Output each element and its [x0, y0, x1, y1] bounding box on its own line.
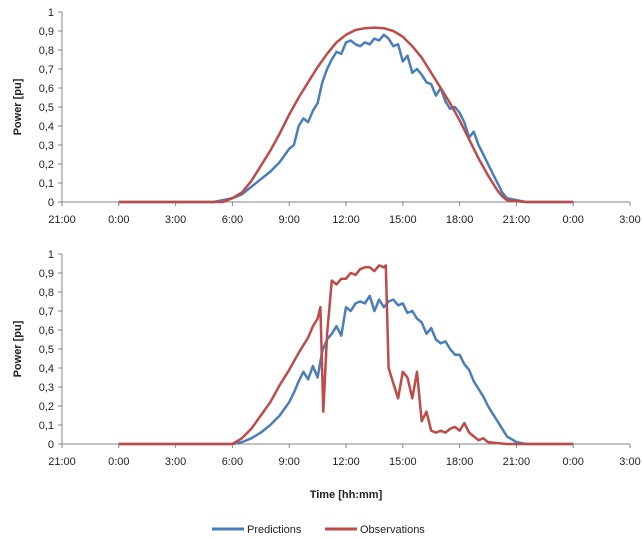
y-tick-label: 0,4 [39, 363, 54, 375]
y-tick-label: 0,6 [39, 83, 54, 95]
y-tick-label: 0,3 [39, 382, 54, 394]
series-line-predictions [118, 33, 574, 204]
y-tick-label: 0,1 [39, 178, 54, 190]
x-tick-label: 0:00 [108, 214, 129, 226]
x-tick-label: 9:00 [278, 456, 299, 468]
x-tick-label: 9:00 [278, 214, 299, 226]
x-tick-label: 6:00 [222, 214, 243, 226]
top-chart-panel: 0 0,1 0,2 0,3 0,4 0,5 0,6 0,7 0,8 0,9 1 21:00 0:00 3:… [12, 7, 641, 226]
x-tick-label: 18:00 [446, 214, 474, 226]
y-tick-label: 0,1 [39, 420, 54, 432]
x-tick-label: 0:00 [562, 214, 583, 226]
x-tick-label: 0:00 [562, 456, 583, 468]
y-tick-label: 0,8 [39, 45, 54, 57]
y-axis-title: Power [pu] [12, 78, 24, 135]
x-tick-label: 6:00 [222, 456, 243, 468]
y-tick-label: 0,6 [39, 325, 54, 337]
x-axis-title: Time [hh:mm] [310, 489, 383, 501]
x-tick-label: 3:00 [619, 456, 640, 468]
y-tick-label: 0,7 [39, 306, 54, 318]
y-tick-label: 0,2 [39, 159, 54, 171]
series-line-observations [118, 264, 574, 446]
y-tick-label: 0,5 [39, 344, 54, 356]
legend-label-observations: Observations [360, 524, 425, 536]
x-tick-label: 3:00 [165, 456, 186, 468]
y-tick-label: 1 [48, 249, 54, 261]
y-tick-label: 0,4 [39, 121, 54, 133]
x-tick-label: 0:00 [108, 456, 129, 468]
y-tick-label: 0 [48, 439, 54, 451]
x-tick-label: 15:00 [389, 214, 417, 226]
y-tick-label: 0,3 [39, 140, 54, 152]
x-tick-label: 12:00 [332, 214, 360, 226]
y-tick-label: 1 [48, 7, 54, 19]
y-tick-label: 0,9 [39, 268, 54, 280]
series-line-observations [118, 26, 574, 204]
x-tick-label: 3:00 [619, 214, 640, 226]
x-tick-label: 15:00 [389, 456, 417, 468]
legend-label-predictions: Predictions [247, 524, 302, 536]
y-tick-label: 0,7 [39, 64, 54, 76]
x-tick-label: 18:00 [446, 456, 474, 468]
y-tick-label: 0 [48, 197, 54, 209]
y-tick-label: 0,8 [39, 287, 54, 299]
chart-legend: Predictions Observations [212, 524, 425, 536]
x-tick-label: 21:00 [503, 214, 531, 226]
y-tick-label: 0,2 [39, 401, 54, 413]
x-tick-label: 21:00 [503, 456, 531, 468]
x-tick-label: 21:00 [48, 214, 76, 226]
series-line-predictions [118, 294, 574, 446]
x-tick-label: 12:00 [332, 456, 360, 468]
bottom-chart-panel: 0 0,1 0,2 0,3 0,4 0,5 0,6 0,7 0,8 0,9 1 21:00 0:00 3:… [12, 249, 641, 501]
x-tick-label: 21:00 [48, 456, 76, 468]
y-tick-label: 0,5 [39, 102, 54, 114]
y-tick-label: 0,9 [39, 26, 54, 38]
y-axis-title: Power [pu] [12, 320, 24, 377]
x-tick-label: 3:00 [165, 214, 186, 226]
